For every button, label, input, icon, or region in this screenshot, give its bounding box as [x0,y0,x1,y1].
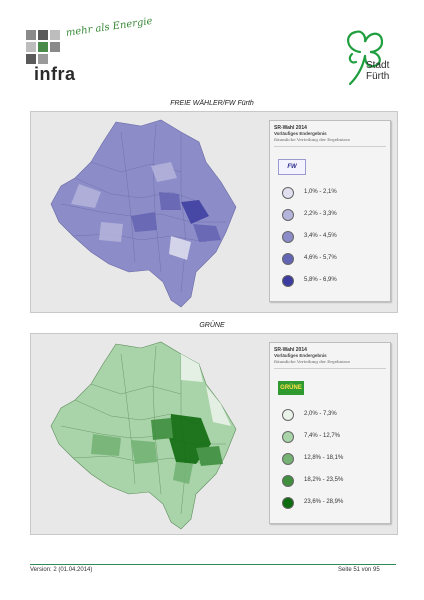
infra-logo: mehr als Energie infra [26,16,166,90]
legend-header: SR-Wahl 2014 Vorläufiges Endergebnis Räu… [274,125,386,147]
cloverleaf-icon [347,30,384,86]
city-name-line2: Fürth [366,71,390,82]
map-title-gruene: GRÜNE [199,322,225,329]
gruene-party-logo: GRÜNE [278,381,304,395]
footer-divider [30,564,396,565]
legend-subtitle: Vorläufiges Endergebnis [274,353,327,358]
district-map-gruene [50,341,237,530]
legend-subtitle: Vorläufiges Endergebnis [274,131,327,136]
infra-wordmark: infra [34,64,76,84]
legend-note: Räumliche Verteilung der Ergebnisse [274,359,350,364]
legend-item: 2,2% - 3,3% [282,209,382,221]
fw-party-logo: FW [278,159,306,175]
legend-item: 23,6% - 28,9% [282,497,382,509]
map-title-fw: FREIE WÄHLER/FW Fürth [170,100,254,107]
legend-item: 2,0% - 7,3% [282,409,382,421]
legend-item: 4,6% - 5,7% [282,253,382,265]
legend-item: 1,0% - 2,1% [282,187,382,199]
legend-item: 12,8% - 18,1% [282,453,382,465]
legend-item: 3,4% - 4,5% [282,231,382,243]
infra-grid-icon [26,30,60,64]
footer-version: Version: 2 (01.04.2014) [30,567,93,573]
legend-header: SR-Wahl 2014 Vorläufiges Endergebnis Räu… [274,347,386,369]
legend-fw: SR-Wahl 2014 Vorläufiges Endergebnis Räu… [269,120,391,302]
legend-item: 7,4% - 12,7% [282,431,382,443]
legend-note: Räumliche Verteilung der Ergebnisse [274,137,350,142]
legend-title: SR-Wahl 2014 [274,125,307,131]
legend-gruene: SR-Wahl 2014 Vorläufiges Endergebnis Räu… [269,342,391,524]
footer-page-number: Seite 51 von 95 [338,567,380,573]
district-map-fw [50,119,237,308]
map-panel-fw: SR-Wahl 2014 Vorläufiges Endergebnis Räu… [30,111,398,313]
legend-title: SR-Wahl 2014 [274,347,307,353]
stadt-fuerth-logo: Stadt Fürth [338,22,408,92]
legend-item: 5,8% - 6,9% [282,275,382,287]
map-panel-gruene: SR-Wahl 2014 Vorläufiges Endergebnis Räu… [30,333,398,535]
legend-item: 18,2% - 23,5% [282,475,382,487]
infra-tagline: mehr als Energie [65,15,154,39]
city-name-line1: Stadt [366,60,390,71]
